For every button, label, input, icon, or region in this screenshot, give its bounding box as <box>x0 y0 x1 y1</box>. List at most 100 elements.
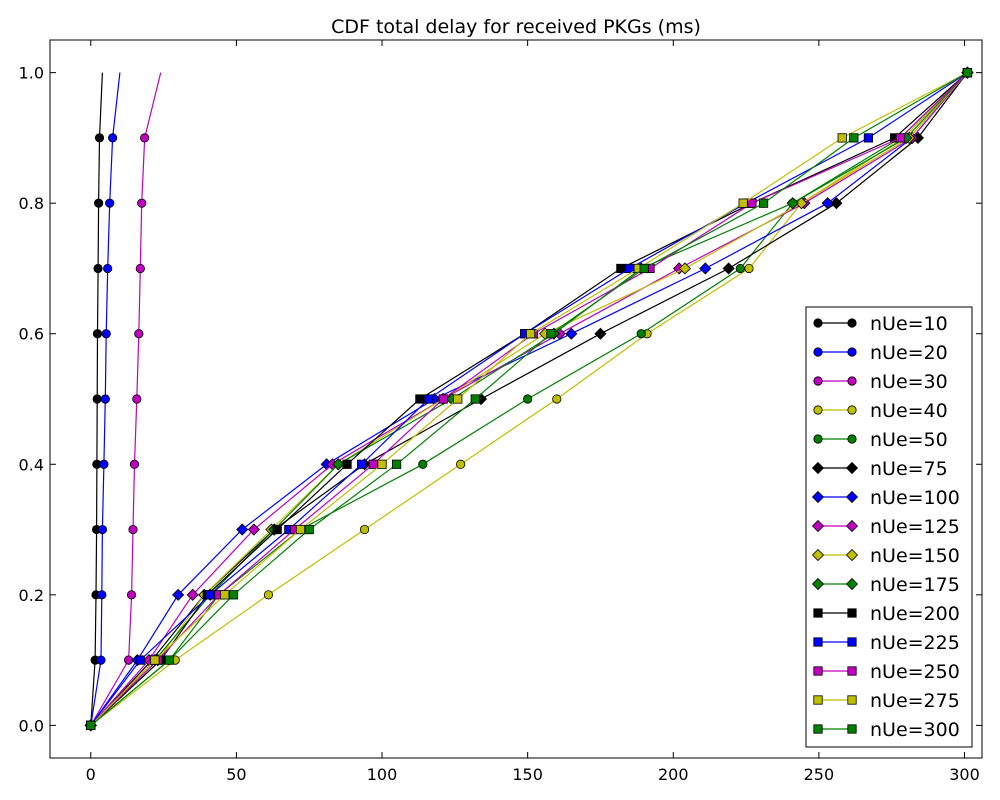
legend-marker <box>813 347 823 357</box>
data-point-marker <box>744 263 754 274</box>
legend-marker <box>845 548 859 562</box>
data-point-marker <box>415 394 425 404</box>
data-point-marker <box>126 590 137 600</box>
legend-marker <box>847 666 857 676</box>
data-point-marker <box>639 263 649 274</box>
legend-marker <box>845 577 859 591</box>
legend-marker <box>811 519 825 533</box>
legend-item: nUe=75 <box>811 458 948 480</box>
y-tick-label: 0.0 <box>19 716 44 735</box>
data-point-marker <box>678 262 691 275</box>
legend-marker <box>847 434 857 444</box>
data-point-marker <box>636 329 646 339</box>
legend-marker <box>847 637 857 647</box>
legend-label: nUe=300 <box>870 719 960 741</box>
legend-label: nUe=200 <box>870 603 960 625</box>
legend-marker <box>813 608 823 618</box>
data-point-marker <box>616 263 626 274</box>
data-point-marker <box>594 327 607 340</box>
data-point-marker <box>272 524 282 535</box>
series-nue-30 <box>86 72 162 730</box>
legend-marker <box>813 376 823 386</box>
data-point-marker <box>758 198 769 208</box>
x-tick-label: 250 <box>804 765 835 784</box>
legend-item: nUe=300 <box>813 719 960 741</box>
legend-item: nUe=10 <box>813 313 948 335</box>
data-point-marker <box>830 197 843 210</box>
data-point-marker <box>94 198 104 208</box>
data-point-marker <box>738 198 748 208</box>
data-point-marker <box>368 459 378 469</box>
data-point-marker <box>103 263 113 274</box>
data-point-marker <box>228 590 239 600</box>
data-point-marker <box>135 263 145 274</box>
legend-label: nUe=30 <box>870 371 948 393</box>
data-point-marker <box>546 329 556 339</box>
legend-box <box>805 306 973 748</box>
legend-marker <box>813 666 823 676</box>
legend-item: nUe=100 <box>811 487 960 509</box>
data-point-marker <box>418 459 428 469</box>
x-tick-label: 50 <box>226 765 246 784</box>
data-point-marker <box>438 394 448 404</box>
data-point-marker <box>172 588 185 601</box>
data-point-marker <box>786 197 799 210</box>
data-point-marker <box>128 524 138 535</box>
legend-label: nUe=50 <box>870 429 948 451</box>
data-point-marker <box>424 394 434 404</box>
legend-marker <box>813 318 823 328</box>
legend-label: nUe=100 <box>870 487 960 509</box>
legend-marker <box>811 548 825 562</box>
legend-label: nUe=20 <box>870 342 948 364</box>
data-point-marker <box>86 720 96 730</box>
legend-marker <box>847 695 857 705</box>
legend-marker <box>813 405 823 415</box>
data-point-marker <box>97 524 108 535</box>
legend-label: nUe=125 <box>870 516 960 538</box>
data-point-marker <box>456 459 466 469</box>
legend-label: nUe=75 <box>870 458 948 480</box>
data-point-marker <box>735 263 745 274</box>
legend: nUe=10 nUe=20 nUe=30 nUe=40 nUe=50 nUe=75 nUe=… <box>805 306 973 748</box>
legend-label: nUe=175 <box>870 574 960 596</box>
data-point-marker <box>220 590 230 600</box>
axis-ticks: 0 50 100 150 200 250 300 0.0 0.2 0.4 0.6 0.8 1.0 <box>19 40 982 784</box>
legend-item: nUe=150 <box>811 545 960 567</box>
data-point-marker <box>552 394 562 404</box>
y-tick-label: 0.6 <box>19 325 44 344</box>
legend-marker <box>813 724 823 734</box>
data-point-marker <box>94 133 105 143</box>
x-tick-label: 300 <box>949 765 980 784</box>
data-point-marker <box>92 394 102 404</box>
data-point-marker <box>747 198 757 208</box>
legend-marker <box>847 318 857 328</box>
data-point-marker <box>135 655 145 665</box>
legend-item: nUe=200 <box>813 603 960 625</box>
y-tick-label: 1.0 <box>19 64 44 83</box>
data-point-marker <box>236 523 249 536</box>
data-point-marker <box>332 458 345 471</box>
data-point-marker <box>150 655 160 665</box>
legend-item: nUe=50 <box>813 429 948 451</box>
data-point-marker <box>108 133 118 143</box>
legend-label: nUe=10 <box>870 313 948 335</box>
legend-marker <box>847 405 857 415</box>
legend-item: nUe=40 <box>813 400 948 422</box>
legend-marker <box>845 519 859 533</box>
data-point-marker <box>295 524 306 535</box>
data-point-marker <box>96 655 106 665</box>
data-point-marker <box>565 327 578 340</box>
data-point-marker <box>140 133 150 143</box>
data-point-marker <box>453 394 463 404</box>
x-tick-label: 100 <box>367 765 398 784</box>
data-point-marker <box>101 329 111 339</box>
x-tick-label: 200 <box>658 765 689 784</box>
data-point-marker <box>699 262 712 275</box>
data-point-marker <box>357 459 367 469</box>
legend-item: nUe=275 <box>813 690 960 712</box>
legend-marker <box>811 577 825 591</box>
data-point-marker <box>359 524 370 535</box>
data-point-marker <box>93 263 103 274</box>
data-point-marker <box>205 590 215 600</box>
y-tick-label: 0.4 <box>19 455 44 474</box>
